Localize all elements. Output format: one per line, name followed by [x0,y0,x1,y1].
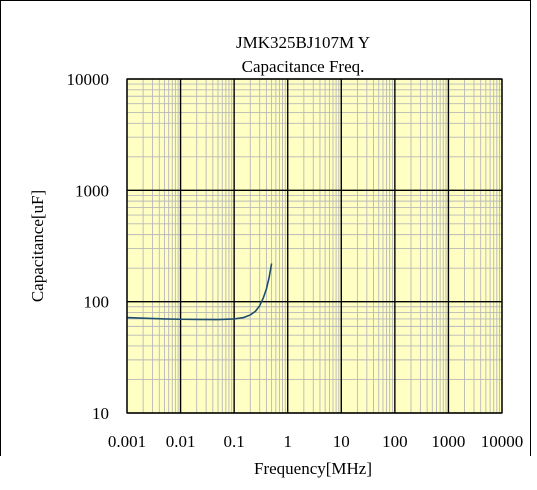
y-tick-label: 100 [84,293,110,312]
y-tick-label: 1000 [75,181,109,200]
y-tick-label: 10 [92,404,109,423]
x-tick-labels: 0.001 0.01 0.1 1 10 100 1000 10000 [108,432,523,451]
x-tick-label: 10 [333,432,350,451]
x-tick-label: 100 [382,432,408,451]
x-tick-label: 10000 [481,432,524,451]
plot-area [127,79,502,413]
x-tick-label: 0.01 [166,432,196,451]
chart-title: JMK325BJ107M Y [236,33,370,52]
x-tick-label: 0.001 [108,432,146,451]
y-axis-label: Capacitance[uF] [28,190,47,302]
x-tick-label: 1000 [431,432,465,451]
x-axis-label: Frequency[MHz] [254,459,372,478]
plot-border [126,78,503,414]
capacitance-series-line [126,263,273,321]
x-tick-label: 1 [283,432,292,451]
y-tick-labels: 10 100 1000 10000 [67,70,110,423]
series-group [126,263,273,321]
y-tick-label: 10000 [67,70,110,89]
chart-subtitle: Capacitance Freq. [242,57,365,76]
x-tick-label: 0.1 [224,432,245,451]
chart-frame: JMK325BJ107M Y Capacitance Freq. 0.001 0.… [0,0,531,478]
